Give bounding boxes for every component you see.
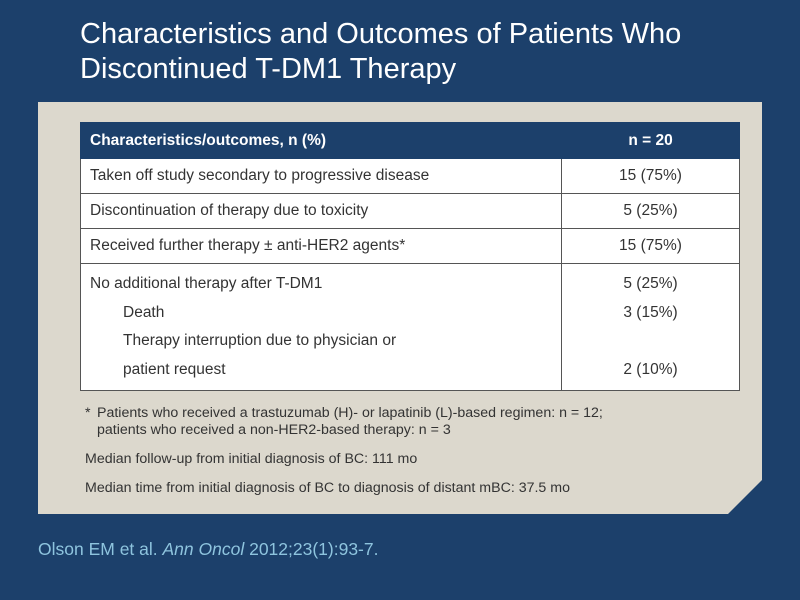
sub-value-spacer bbox=[562, 327, 739, 356]
footnote: * Patients who received a trastuzumab (H… bbox=[85, 405, 745, 439]
citation-authors: Olson EM et al. bbox=[38, 539, 163, 559]
column-header-characteristics: Characteristics/outcomes, n (%) bbox=[81, 123, 562, 159]
slide-title-line1: Characteristics and Outcomes of Patients… bbox=[80, 18, 682, 50]
row-value: 15 (75%) bbox=[562, 159, 740, 194]
slide-title-line2: Discontinued T-DM1 Therapy bbox=[80, 53, 457, 85]
citation-ref: 2012;23(1):93-7. bbox=[244, 539, 379, 559]
table-row-group: No additional therapy after T-DM1 Death … bbox=[81, 264, 740, 391]
content-panel: Characteristics/outcomes, n (%) n = 20 T… bbox=[38, 102, 762, 514]
column-header-n: n = 20 bbox=[562, 123, 740, 159]
table-row: Discontinuation of therapy due to toxici… bbox=[81, 194, 740, 229]
footnote-text: Patients who received a trastuzumab (H)-… bbox=[97, 405, 603, 439]
table-row: Taken off study secondary to progressive… bbox=[81, 159, 740, 194]
row-label: Taken off study secondary to progressive… bbox=[81, 159, 562, 194]
table-notes: * Patients who received a trastuzumab (H… bbox=[85, 405, 745, 497]
citation: Olson EM et al. Ann Oncol 2012;23(1):93-… bbox=[38, 539, 378, 560]
sub-value-interruption: 2 (10%) bbox=[623, 360, 678, 378]
group-labels: No additional therapy after T-DM1 Death … bbox=[81, 264, 562, 391]
footnote-line2: patients who received a non-HER2-based t… bbox=[97, 422, 451, 438]
sub-label-interruption-line2: patient request bbox=[123, 360, 226, 378]
sub-value-death: 3 (15%) bbox=[623, 303, 678, 321]
group-value: 5 (25%) bbox=[623, 275, 678, 292]
slide-title: Characteristics and Outcomes of Patients… bbox=[80, 17, 780, 87]
median-time-note: Median time from initial diagnosis of BC… bbox=[85, 480, 570, 496]
median-followup-note: Median follow-up from initial diagnosis … bbox=[85, 451, 418, 467]
row-label: Discontinuation of therapy due to toxici… bbox=[81, 194, 562, 229]
row-value: 15 (75%) bbox=[562, 229, 740, 264]
table-row: Received further therapy ± anti-HER2 age… bbox=[81, 229, 740, 264]
footnote-mark: * bbox=[85, 405, 91, 421]
outcomes-table: Characteristics/outcomes, n (%) n = 20 T… bbox=[80, 122, 740, 391]
footnote-line1: Patients who received a trastuzumab (H)-… bbox=[97, 405, 603, 421]
group-label: No additional therapy after T-DM1 bbox=[90, 275, 323, 292]
group-values: 5 (25%) 3 (15%) 2 (10%) bbox=[562, 264, 740, 391]
table-header-row: Characteristics/outcomes, n (%) n = 20 bbox=[81, 123, 740, 159]
sub-label-interruption-line1: Therapy interruption due to physician or bbox=[123, 332, 397, 349]
row-label: Received further therapy ± anti-HER2 age… bbox=[81, 229, 562, 264]
citation-journal: Ann Oncol bbox=[162, 539, 245, 559]
row-value: 5 (25%) bbox=[562, 194, 740, 229]
sub-label-death: Death bbox=[123, 303, 165, 321]
